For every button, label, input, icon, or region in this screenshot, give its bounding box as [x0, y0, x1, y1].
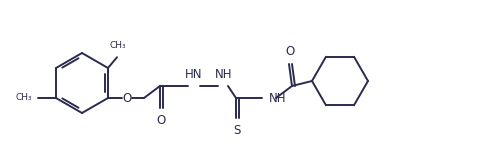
- Text: S: S: [233, 124, 241, 137]
- Text: O: O: [156, 114, 166, 127]
- Text: NH: NH: [269, 91, 286, 104]
- Text: HN: HN: [185, 68, 203, 81]
- Text: O: O: [285, 45, 295, 58]
- Text: CH₃: CH₃: [15, 94, 32, 103]
- Text: CH₃: CH₃: [110, 41, 126, 50]
- Text: NH: NH: [215, 68, 233, 81]
- Text: O: O: [122, 91, 131, 104]
